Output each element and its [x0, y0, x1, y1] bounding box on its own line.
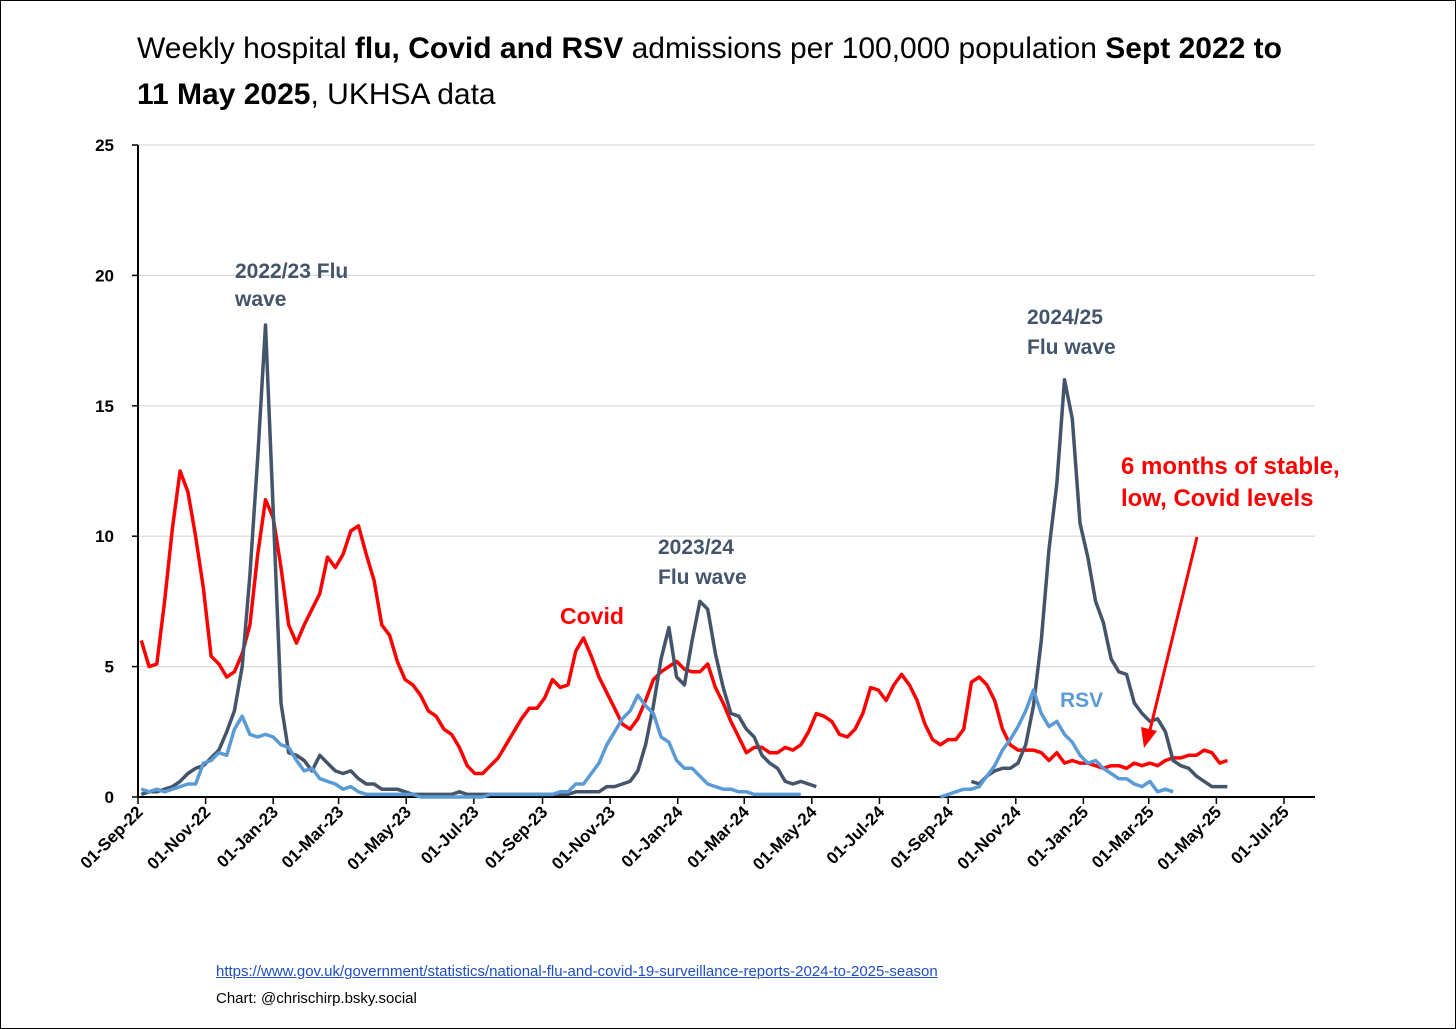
annotation-line: Flu wave — [658, 566, 747, 589]
annotation: 2023/24 Flu wave — [658, 536, 747, 589]
y-tick-label: 5 — [105, 658, 114, 677]
x-tick-label: 01-May-25 — [1154, 802, 1226, 874]
x-tick-label: 01-Sep-22 — [77, 802, 147, 872]
x-tick-label: 01-Mar-23 — [278, 802, 348, 872]
series-label: RSV — [1060, 689, 1103, 712]
annotation: 2024/25 Flu wave — [1027, 306, 1116, 359]
y-tick-label: 10 — [95, 527, 114, 546]
x-tick-label: 01-May-24 — [749, 802, 821, 874]
annotation-line: 2022/23 Flu — [235, 260, 348, 283]
y-tick-label: 20 — [95, 266, 114, 285]
x-tick-label: 01-Jul-23 — [417, 802, 483, 868]
x-tick-label: 01-Jul-24 — [823, 802, 889, 868]
chart-title: Weekly hospital flu, Covid and RSV admis… — [137, 26, 1307, 118]
series-line — [140, 323, 1228, 797]
annotation-line: Flu wave — [1027, 336, 1116, 359]
source: https://www.gov.uk/government/statistics… — [216, 958, 938, 1012]
title-part: flu, Covid and RSV — [354, 32, 624, 65]
x-tick-label: 01-Jan-24 — [618, 802, 687, 871]
x-tick-label: 01-Nov-24 — [954, 802, 1025, 873]
x-tick-label: 01-Mar-24 — [683, 802, 753, 872]
credit: Chart: @chrischirp.bsky.social — [216, 990, 417, 1007]
x-tick-label: 01-Sep-24 — [887, 802, 958, 873]
x-tick-label: 01-Sep-23 — [481, 802, 551, 872]
title-part: Sept 2022 to 11 May 2025 — [137, 32, 1282, 111]
source-link[interactable]: https://www.gov.uk/government/statistics… — [216, 963, 938, 980]
x-tick-label: 01-Jul-25 — [1227, 802, 1293, 868]
arrow — [1148, 536, 1199, 731]
y-tick-label: 15 — [95, 397, 114, 416]
arrow-head — [1141, 727, 1157, 748]
annotation-line: low, Covid levels — [1121, 485, 1314, 512]
title-part: Weekly hospital — [137, 32, 355, 65]
title-part: admissions per 100,000 population — [623, 32, 1106, 65]
annotation-line: 2024/25 — [1027, 306, 1103, 329]
lines — [139, 323, 1228, 799]
x-tick-label: 01-Nov-23 — [548, 802, 619, 873]
x-tick-label: 01-Jan-25 — [1023, 802, 1092, 871]
x-tick-label: 01-Mar-25 — [1088, 802, 1158, 872]
series-line — [140, 688, 1174, 799]
annotation-line: wave — [234, 288, 286, 311]
series-label: Covid — [560, 603, 624, 629]
annotation-line: 2023/24 — [658, 536, 734, 559]
title-part: , UKHSA data — [310, 78, 496, 111]
x-tick-label: 01-Jan-23 — [213, 802, 282, 871]
annotation: 2022/23 Flu wave — [234, 260, 348, 311]
x-tick-label: 01-Nov-22 — [144, 802, 215, 873]
annotation-line: 6 months of stable, — [1121, 453, 1340, 480]
x-tick-label: 01-May-23 — [343, 802, 415, 874]
y-tick-label: 25 — [95, 136, 114, 155]
series-line — [139, 469, 1228, 776]
y-tick-label: 0 — [105, 788, 114, 807]
annotation: 6 months of stable, low, Covid levels — [1121, 453, 1340, 512]
